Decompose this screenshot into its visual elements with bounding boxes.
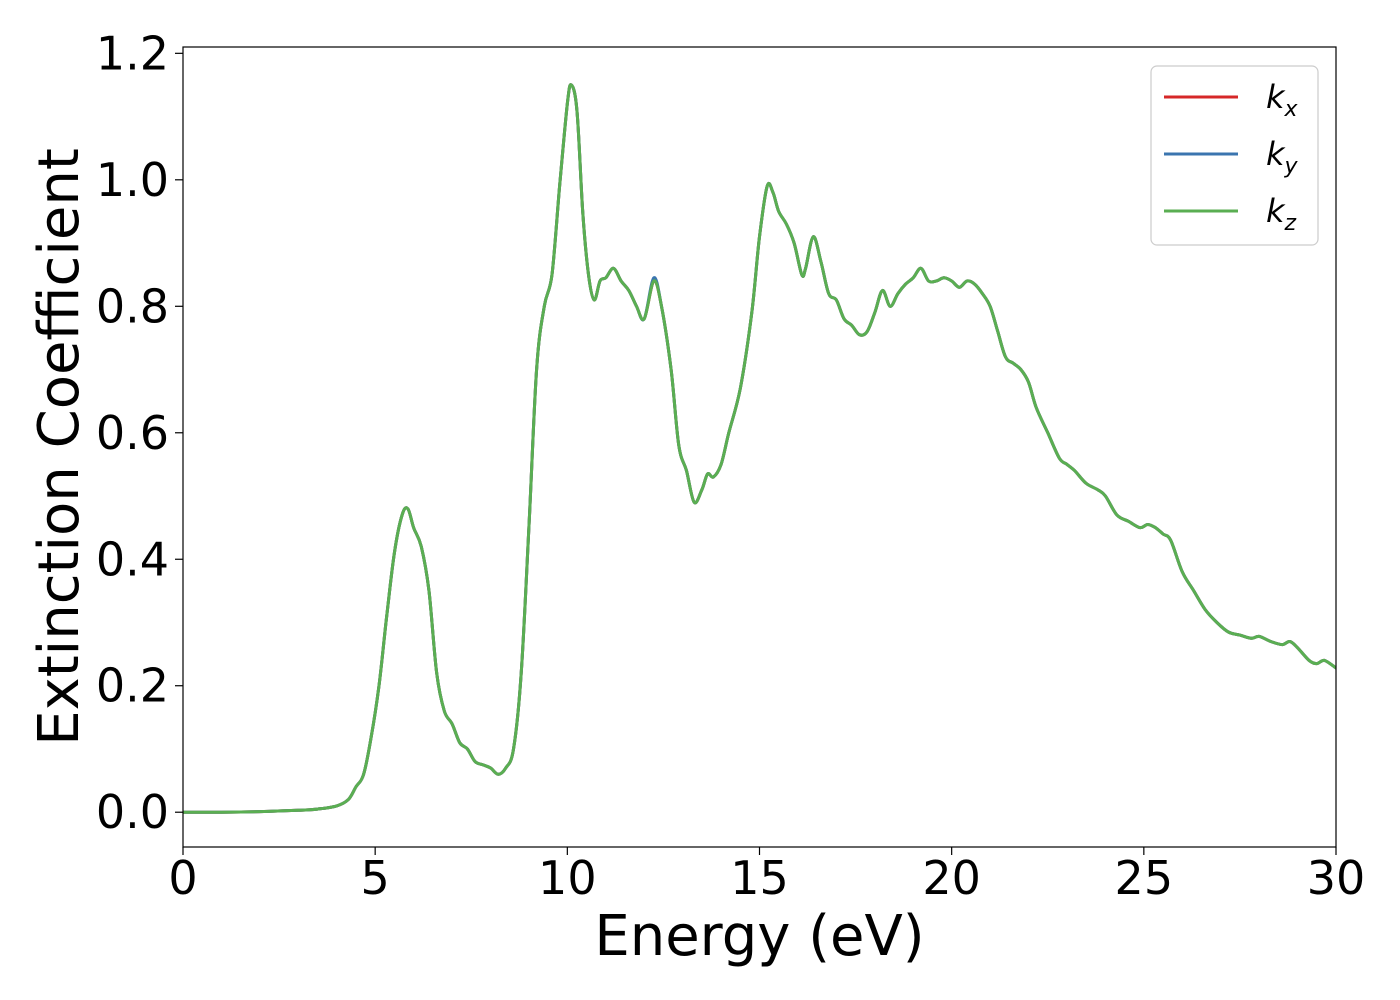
series-line-kz <box>183 83 1336 814</box>
x-tick-label: 10 <box>538 851 597 905</box>
x-tick-label: 15 <box>730 851 789 905</box>
legend: kx ky kz <box>1150 65 1319 246</box>
y-tick-label: 1.2 <box>96 26 169 80</box>
x-tick-label: 5 <box>361 851 390 905</box>
x-tick-label: 30 <box>1307 851 1366 905</box>
legend-label-kx: kx <box>1266 78 1299 122</box>
legend-label-kz: kz <box>1266 192 1297 236</box>
y-tick-label: 0.2 <box>96 659 169 713</box>
y-tick-label: 0.4 <box>96 532 169 586</box>
x-tick-label: 0 <box>168 851 197 905</box>
x-tick-label: 20 <box>922 851 981 905</box>
y-tick-label: 1.0 <box>96 153 169 207</box>
legend-label-ky: ky <box>1266 135 1299 179</box>
y-axis-title: Extinction Coefficient <box>27 148 92 746</box>
plot-lines <box>183 83 1336 814</box>
x-tick-label: 25 <box>1115 851 1174 905</box>
y-axis: 0.0 0.2 0.4 0.6 0.8 1.0 1.2 <box>96 26 183 839</box>
y-tick-label: 0.0 <box>96 785 169 839</box>
y-tick-label: 0.6 <box>96 406 169 460</box>
x-axis: 0 5 10 15 20 25 30 <box>168 847 1365 905</box>
x-axis-title: Energy (eV) <box>594 904 924 969</box>
y-tick-label: 0.8 <box>96 279 169 333</box>
